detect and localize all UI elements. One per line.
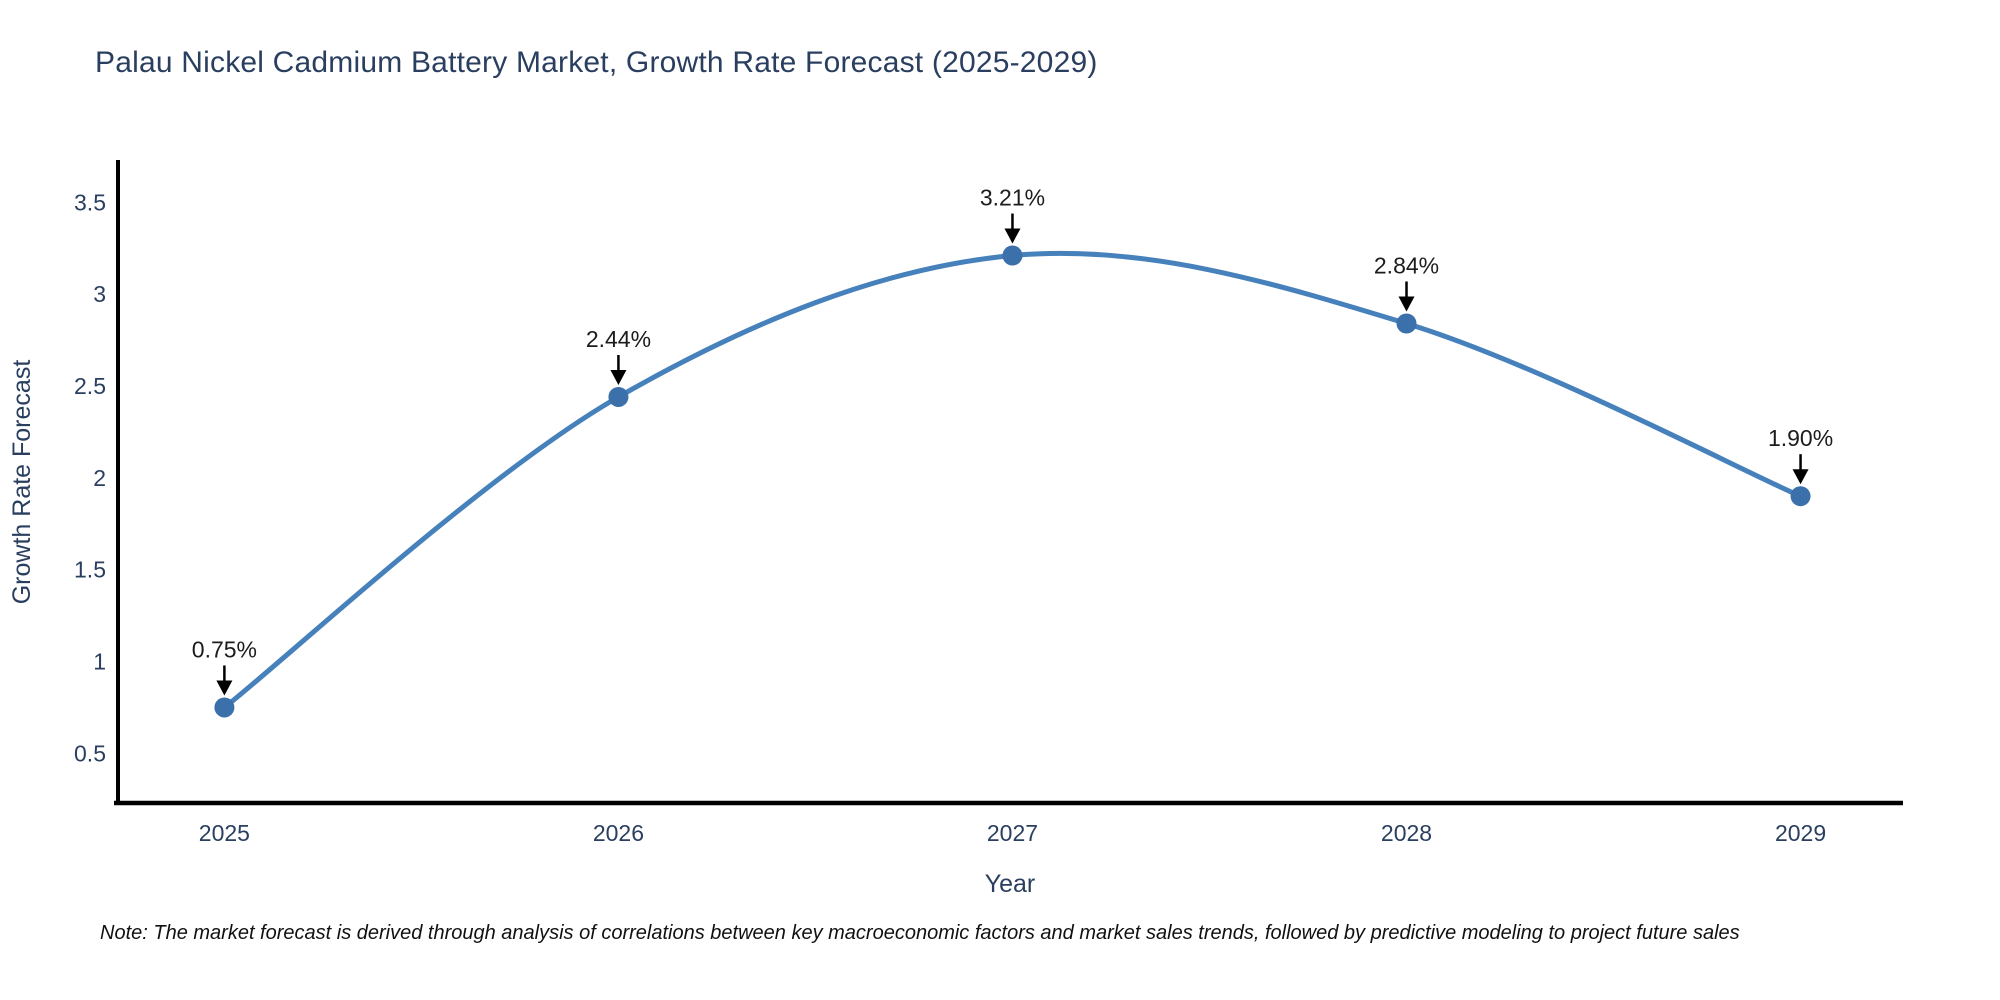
- forecast-line: [221, 250, 1803, 710]
- annotation-arrowhead: [1398, 296, 1415, 312]
- x-tick-label: 2028: [1381, 820, 1432, 846]
- y-tick-label: 3.5: [74, 189, 106, 215]
- data-point-marker: [1790, 486, 1811, 507]
- chart-title: Palau Nickel Cadmium Battery Market, Gro…: [95, 46, 1098, 79]
- annotation-arrowhead: [610, 369, 627, 385]
- annotation: 2.44%: [586, 326, 651, 385]
- x-tick-label: 2025: [199, 820, 250, 846]
- annotation: 0.75%: [192, 636, 257, 696]
- annotation-label: 2.84%: [1374, 253, 1439, 279]
- y-tick-label: 1.5: [74, 557, 106, 583]
- x-tick-label: 2026: [593, 820, 644, 846]
- y-tick-label: 2.5: [74, 373, 106, 399]
- x-axis-title: Year: [985, 870, 1036, 898]
- y-tick-label: 3: [93, 281, 106, 307]
- footnote: Note: The market forecast is derived thr…: [100, 922, 1740, 944]
- data-point-marker: [1002, 245, 1023, 266]
- y-axis-title: Growth Rate Forecast: [8, 360, 36, 605]
- x-tick-label: 2029: [1775, 820, 1826, 846]
- annotation-label: 3.21%: [980, 185, 1045, 211]
- annotation-arrowhead: [1792, 469, 1809, 485]
- x-tick-label: 2027: [987, 820, 1038, 846]
- y-tick-label: 1: [93, 649, 106, 675]
- annotation: 2.84%: [1374, 253, 1439, 312]
- annotation: 3.21%: [980, 185, 1045, 244]
- annotation: 1.90%: [1768, 425, 1833, 485]
- data-point-marker: [1396, 313, 1417, 334]
- annotation-label: 1.90%: [1768, 425, 1833, 451]
- y-tick-label: 2: [93, 465, 106, 491]
- data-point-marker: [214, 697, 235, 718]
- y-tick-label: 0.5: [74, 740, 106, 766]
- annotation-arrowhead: [216, 680, 233, 696]
- annotation-label: 2.44%: [586, 326, 651, 352]
- annotation-arrowhead: [1004, 228, 1021, 244]
- data-point-marker: [608, 386, 629, 407]
- plot-layer: 0.5 1 1.5 2 2.5 3 3.5 2025 2026 2027 2028 2029 0.75%…: [74, 160, 1903, 846]
- annotation-label: 0.75%: [192, 636, 257, 662]
